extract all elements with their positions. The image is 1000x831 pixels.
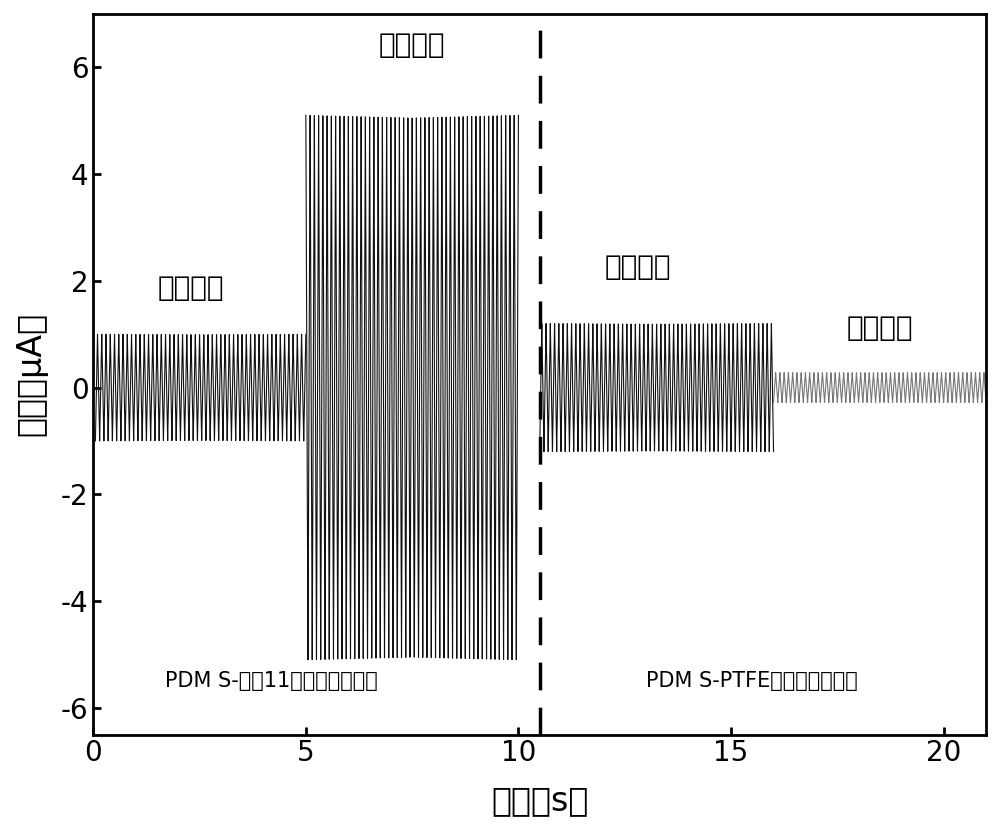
Y-axis label: 电流（μA）: 电流（μA）: [14, 312, 47, 436]
Text: 红外关闭: 红外关闭: [604, 253, 671, 281]
Text: 红外开启: 红外开启: [847, 314, 913, 342]
Text: PDM S-尼龙11摩擦纳米发电机: PDM S-尼龙11摩擦纳米发电机: [165, 671, 378, 691]
Text: 红外开启: 红外开启: [379, 32, 445, 59]
X-axis label: 时间（s）: 时间（s）: [491, 784, 588, 817]
Text: PDM S-PTFE摩擦纳米发电机: PDM S-PTFE摩擦纳米发电机: [646, 671, 858, 691]
Text: 红外关闭: 红外关闭: [158, 274, 224, 302]
